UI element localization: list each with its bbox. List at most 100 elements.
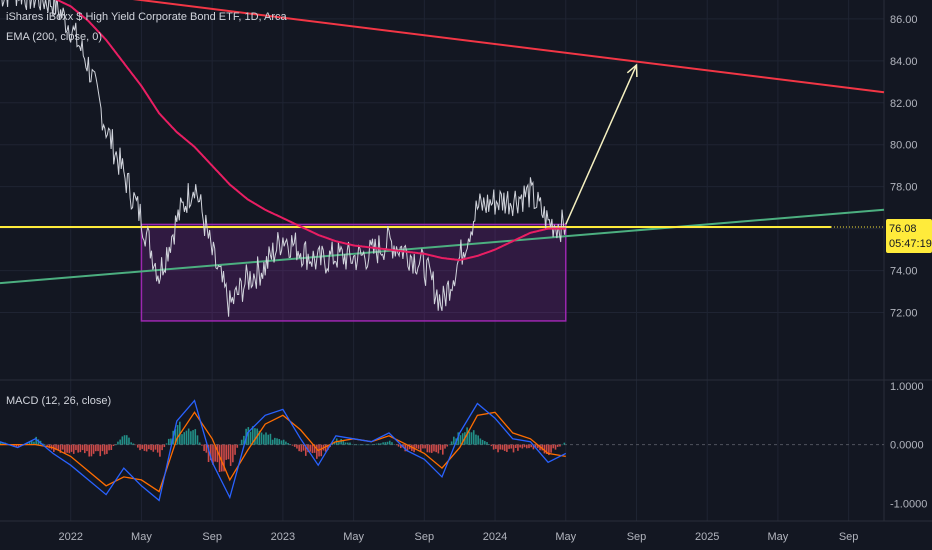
projection-arrow-shaft — [565, 64, 638, 225]
macd-histogram-bar — [433, 444, 435, 452]
macd-histogram-bar — [167, 438, 170, 445]
last-price-value: 76.08 — [889, 223, 917, 235]
ema-200-line — [55, 0, 566, 262]
macd-histogram-bar — [35, 436, 37, 445]
macd-histogram-bar — [307, 444, 309, 453]
macd-histogram-bar — [68, 444, 71, 454]
macd-histogram-bar — [99, 444, 102, 457]
macd-histogram-bar — [506, 444, 508, 452]
macd-histogram-bar — [207, 444, 210, 463]
macd-histogram-bar — [183, 432, 186, 445]
time-tick-label: May — [555, 531, 576, 543]
macd-histogram-bar — [0, 442, 2, 445]
macd-histogram-bar — [212, 444, 214, 465]
macd-histogram-bar — [391, 442, 393, 445]
macd-histogram-bar — [15, 444, 18, 447]
macd-histogram-bar — [262, 434, 265, 445]
macd-histogram-bar — [503, 444, 506, 451]
range-box — [140, 223, 567, 322]
macd-histogram-bar — [380, 443, 382, 445]
macd-histogram-bar — [530, 444, 532, 448]
macd-histogram-bar — [355, 444, 358, 446]
macd-histogram-bar — [422, 444, 424, 449]
macd-histogram-bar — [30, 440, 33, 445]
time-tick-label: May — [343, 531, 364, 543]
macd-histogram-bar — [316, 444, 318, 459]
macd-histogram-bar — [258, 430, 261, 445]
macd-histogram-bar — [150, 444, 152, 451]
macd-histogram-bar — [375, 443, 378, 445]
macd-histogram-bar — [346, 442, 349, 445]
macd-histogram-bar — [33, 441, 35, 445]
price-layer — [1, 0, 567, 317]
macd-legend[interactable]: MACD (12, 26, close) — [6, 395, 111, 407]
price-tick-label: 74.00 — [890, 266, 918, 278]
macd-histogram-bar — [265, 432, 267, 445]
macd-histogram-bar — [86, 444, 88, 452]
macd-histogram-bar — [521, 444, 524, 449]
macd-histogram-bar — [342, 441, 345, 445]
time-tick-label: Sep — [415, 531, 435, 543]
macd-histogram-bar — [123, 435, 126, 445]
macd-histogram-bar — [2, 442, 4, 445]
chart-title[interactable]: iShares iBoxx $ High Yield Corporate Bon… — [6, 11, 288, 23]
macd-histogram-bar — [97, 444, 99, 452]
macd-histogram-bar — [90, 444, 93, 457]
last-price-badge: 76.08 05:47:19 — [886, 218, 932, 253]
macd-histogram-bar — [254, 428, 256, 445]
macd-histogram-bar — [514, 444, 517, 449]
macd-histogram-bar — [225, 444, 228, 460]
price-tick-label: 82.00 — [890, 98, 918, 110]
price-tick-label: 72.00 — [890, 308, 918, 320]
macd-histogram-bar — [344, 442, 347, 445]
macd-histogram-bar — [453, 436, 455, 445]
macd-histogram-bar — [141, 444, 144, 449]
macd-histogram-bar — [269, 433, 272, 445]
macd-histogram-bar — [92, 444, 95, 454]
macd-histogram-bar — [139, 444, 141, 451]
ema-legend[interactable]: EMA (200, close, 0) — [6, 31, 102, 43]
macd-histogram-bar — [190, 431, 192, 445]
macd-histogram-bar — [353, 444, 356, 446]
last-price-badge-bg — [886, 218, 932, 253]
macd-histogram-bar — [386, 441, 389, 445]
time-tick-label: Sep — [627, 531, 647, 543]
macd-histogram-bar — [72, 444, 75, 454]
macd-histogram-bar — [548, 444, 550, 456]
macd-histogram-bar — [371, 444, 373, 446]
macd-histogram-bar — [364, 444, 367, 446]
macd-histogram-bar — [430, 444, 433, 453]
macd-histogram-bar — [165, 443, 168, 445]
macd-histogram-bar — [125, 435, 128, 445]
time-tick-label: May — [768, 531, 789, 543]
macd-histogram-bar — [435, 444, 437, 453]
macd-histogram-bar — [13, 444, 15, 447]
macd-histogram-bar — [79, 444, 82, 453]
macd-histogram-bar — [106, 444, 108, 454]
macd-histogram-bar — [260, 432, 263, 445]
macd-histogram-bar — [528, 444, 530, 449]
macd-histogram-bar — [137, 444, 139, 448]
macd-histogram-bar — [488, 444, 491, 445]
macd-histogram-bar — [181, 434, 183, 445]
macd-histogram-bar — [397, 444, 400, 447]
macd-line — [0, 399, 567, 502]
macd-histogram-bar — [534, 444, 537, 448]
macd-histogram-bar — [406, 444, 409, 452]
macd-histogram-bar — [55, 444, 57, 451]
macd-histogram-bar — [559, 444, 561, 447]
macd-histogram-bar — [446, 444, 449, 447]
macd-histogram-bar — [17, 444, 20, 448]
macd-histogram-bar — [243, 435, 245, 445]
macd-histogram-bar — [163, 444, 166, 448]
macd-histogram-bar — [495, 444, 497, 449]
macd-histogram-bar — [293, 444, 296, 447]
macd-histogram-bar — [512, 444, 515, 453]
macd-histogram-bar — [296, 444, 298, 449]
macd-histogram-bar — [75, 444, 77, 451]
macd-histogram-bar — [209, 444, 212, 461]
macd-histogram-bar — [351, 444, 353, 445]
macd-histogram-bar — [128, 437, 130, 445]
